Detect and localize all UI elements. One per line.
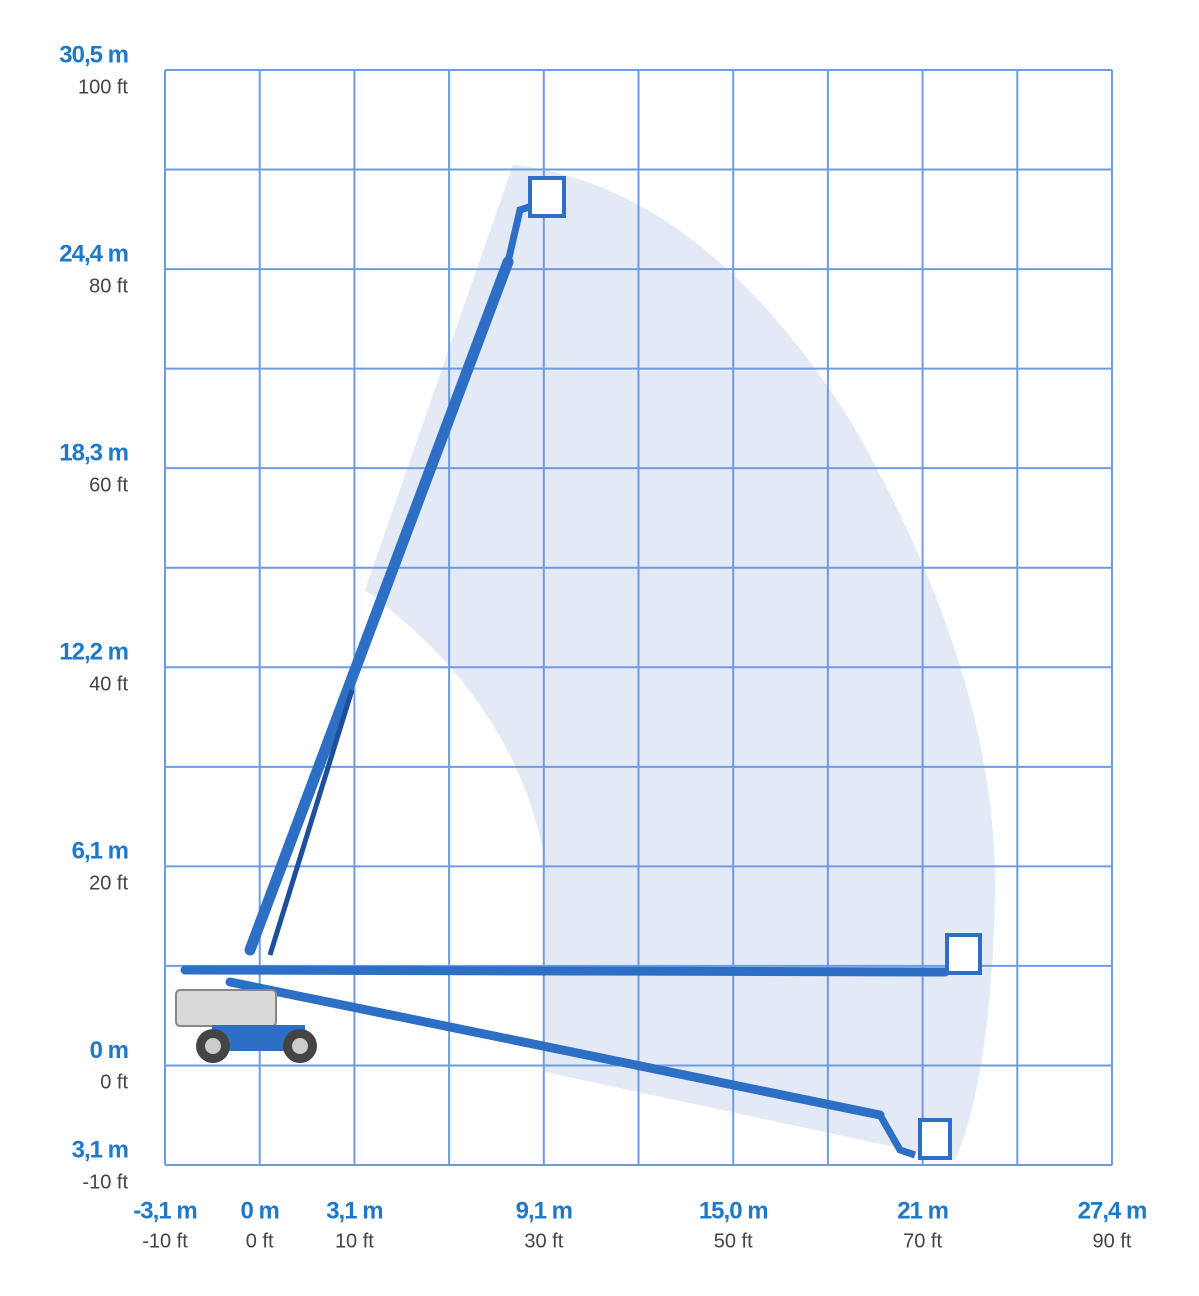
x-label-imperial: 30 ft: [524, 1230, 563, 1252]
x-label-imperial: 50 ft: [714, 1230, 753, 1252]
y-label-metric: 12,2 m: [59, 639, 128, 666]
x-label-metric: 21 m: [897, 1197, 948, 1224]
x-label-imperial: -10 ft: [142, 1230, 188, 1252]
x-label-metric: 9,1 m: [516, 1197, 572, 1224]
y-label-imperial: 0 ft: [100, 1072, 128, 1094]
y-label-imperial: -10 ft: [82, 1171, 128, 1193]
y-label-imperial: 80 ft: [89, 275, 128, 297]
y-label-metric: 0 m: [90, 1037, 128, 1064]
x-label-metric: 3,1 m: [326, 1197, 382, 1224]
y-label-metric: 6,1 m: [72, 838, 128, 865]
y-label-metric: 30,5 m: [59, 41, 128, 68]
y-label-metric: 3,1 m: [72, 1136, 128, 1163]
y-label-metric: 18,3 m: [59, 440, 128, 467]
x-label-imperial: 10 ft: [335, 1230, 374, 1252]
x-label-metric: 27,4 m: [1078, 1197, 1147, 1224]
y-label-imperial: 20 ft: [89, 873, 128, 895]
lift-drawing: [175, 176, 982, 1160]
x-label-imperial: 70 ft: [903, 1230, 942, 1252]
x-label-imperial: 90 ft: [1093, 1230, 1132, 1252]
x-label-imperial: 0 ft: [246, 1230, 274, 1252]
x-label-metric: 0 m: [241, 1197, 279, 1224]
axis-labels: 30,5 m 100 ft 24,4 m 80 ft 18,3 m 60 ft 12,2 m…: [59, 41, 1147, 1252]
y-label-metric: 24,4 m: [59, 240, 128, 267]
y-label-imperial: 100 ft: [78, 76, 128, 98]
x-label-metric: -3,1 m: [133, 1197, 196, 1224]
y-label-imperial: 60 ft: [89, 474, 128, 496]
y-label-imperial: 40 ft: [89, 674, 128, 696]
working-envelope: [365, 165, 996, 1160]
x-label-metric: 15,0 m: [699, 1197, 768, 1224]
grid: [164, 69, 1113, 1166]
